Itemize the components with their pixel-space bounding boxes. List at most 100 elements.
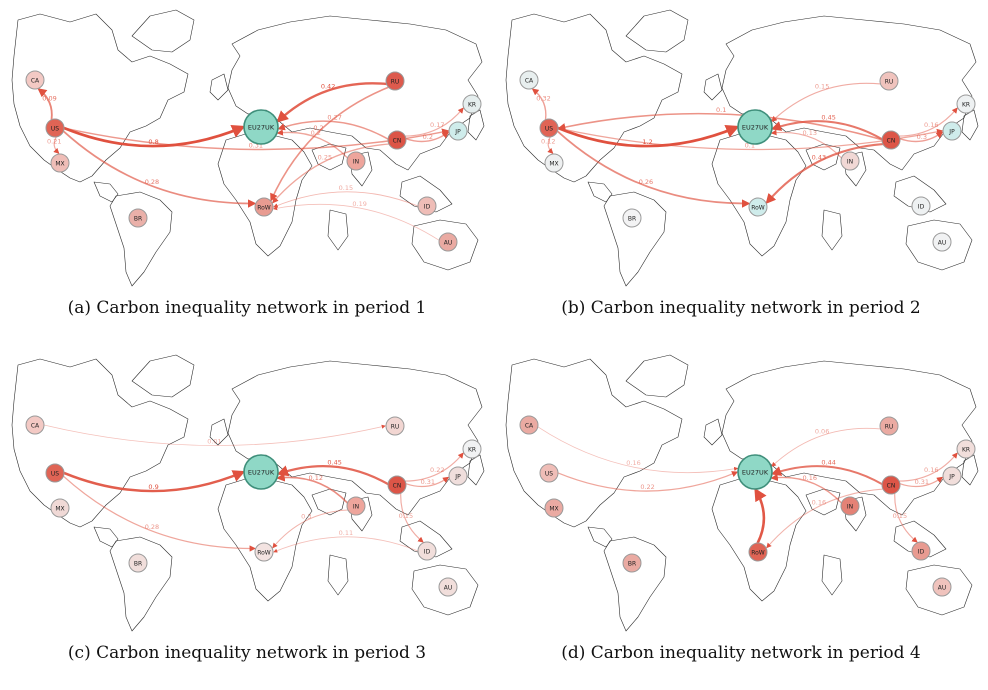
node-in: IN bbox=[840, 496, 860, 516]
edge-label: 0.31 bbox=[915, 478, 929, 486]
node-label: MX bbox=[55, 160, 64, 167]
edge-IN-EU27UK bbox=[770, 473, 843, 504]
coastline bbox=[109, 536, 173, 632]
coastline bbox=[411, 219, 479, 271]
edge-label: 0.2 bbox=[311, 129, 321, 137]
coastline bbox=[217, 476, 313, 602]
edge-label: 0.3 bbox=[301, 512, 311, 520]
edge-RU-RoW bbox=[270, 86, 389, 202]
node-ca: CA bbox=[25, 415, 45, 435]
coastline bbox=[961, 454, 979, 486]
node-ru: RU bbox=[385, 416, 405, 436]
edge-label: 0.15 bbox=[815, 82, 829, 90]
node-label: IN bbox=[847, 503, 853, 510]
node-row: RoW bbox=[254, 542, 274, 562]
coastline bbox=[905, 219, 973, 271]
node-label: BR bbox=[628, 560, 636, 567]
node-eu27uk: EU27UK bbox=[737, 454, 773, 490]
node-label: JP bbox=[454, 128, 461, 135]
edge-label: 0.13 bbox=[803, 129, 817, 137]
coastline bbox=[217, 131, 313, 257]
edge-label: 0.11 bbox=[339, 529, 353, 537]
node-label: JP bbox=[948, 473, 955, 480]
node-row: RoW bbox=[748, 197, 768, 217]
network-map: 0.90.280.450.120.310.220.150.30.010.11CA… bbox=[11, 354, 485, 632]
edge-CN-JP bbox=[405, 131, 450, 143]
node-label: US bbox=[545, 125, 553, 132]
node-label: RoW bbox=[257, 549, 271, 556]
edge-US-EU27UK bbox=[557, 125, 740, 148]
node-ru: RU bbox=[879, 71, 899, 91]
edge-label: 0.1 bbox=[716, 106, 726, 114]
node-label: BR bbox=[134, 560, 142, 567]
node-label: CA bbox=[31, 77, 40, 84]
coastline bbox=[961, 109, 979, 141]
edges: 0.44 0.16 0.22 0.31 0.16 0.15 0.16 0.06 0.16 bbox=[537, 426, 958, 549]
network-map: 0.44 0.16 0.22 0.31 0.16 0.15 0.16 0.06 0.16 CA US… bbox=[505, 354, 979, 632]
node-ca: CA bbox=[519, 70, 539, 90]
node-kr: KR bbox=[956, 94, 976, 114]
edge-AU-RoW bbox=[273, 203, 440, 241]
node-label: EU27UK bbox=[742, 468, 769, 476]
panel-a: 0.09 0.8 0.28 0.31 0.21 0.42 0.2 0.27 0.2 0.17 0.2… bbox=[0, 0, 494, 345]
node-in: IN bbox=[840, 151, 860, 171]
node-us: US bbox=[45, 463, 65, 483]
node-label: ID bbox=[424, 203, 431, 210]
node-row: RoW bbox=[748, 542, 768, 562]
edge-label: 0.16 bbox=[803, 474, 817, 482]
coastline bbox=[11, 358, 189, 528]
edge-CA-RU bbox=[43, 424, 386, 446]
panel-caption: (b) Carbon inequality network in period … bbox=[561, 298, 921, 318]
coastline bbox=[703, 418, 723, 446]
edge-CN-RoW bbox=[272, 143, 390, 204]
node-ru: RU bbox=[879, 416, 899, 436]
edge-IN-EU27UK bbox=[276, 473, 349, 504]
edge-RU-EU27UK bbox=[771, 427, 881, 467]
edges: 0.09 0.8 0.28 0.31 0.21 0.42 0.2 0.27 0.2 0.17 0.2… bbox=[37, 82, 464, 241]
network-map: 0.09 0.8 0.28 0.31 0.21 0.42 0.2 0.27 0.2 0.17 0.2… bbox=[11, 9, 485, 287]
node-jp: JP bbox=[448, 121, 468, 141]
node-mx: MX bbox=[544, 498, 564, 518]
panel-caption: (d) Carbon inequality network in period … bbox=[561, 643, 921, 663]
coastline bbox=[843, 151, 867, 187]
node-cn: CN bbox=[881, 475, 901, 495]
coastline bbox=[893, 520, 947, 558]
node-kr: KR bbox=[462, 94, 482, 114]
edge-label: 0.28 bbox=[145, 523, 159, 531]
edge-label: 0.06 bbox=[815, 427, 829, 435]
node-jp: JP bbox=[448, 466, 468, 486]
coastline bbox=[399, 520, 453, 558]
coastline bbox=[209, 73, 229, 101]
node-au: AU bbox=[932, 577, 952, 597]
edge-label: 0.25 bbox=[318, 153, 332, 161]
edge-label: 0.2 bbox=[313, 124, 323, 132]
edges: 0.9 0.28 0.45 0.12 0.31 0.22 0.15 0.3 0.01 0.11 bbox=[43, 424, 464, 553]
coastline bbox=[893, 175, 947, 213]
node-br: BR bbox=[128, 208, 148, 228]
edge-CN-KR bbox=[899, 107, 958, 137]
node-label: AU bbox=[444, 239, 453, 246]
edge-US-RoW bbox=[62, 130, 257, 208]
world-map-outline bbox=[11, 354, 485, 632]
panel-c: 0.9 0.28 0.45 0.12 0.31 0.22 0.15 0.3 0.01 0.11 CA… bbox=[0, 345, 494, 690]
coastline bbox=[821, 554, 843, 596]
node-jp: JP bbox=[942, 466, 962, 486]
coastline bbox=[505, 13, 683, 183]
node-label: AU bbox=[938, 239, 947, 246]
panel-caption: (a) Carbon inequality network in period … bbox=[67, 298, 427, 318]
edge-label: 0.16 bbox=[626, 459, 640, 467]
world-map-outline bbox=[505, 354, 979, 632]
node-au: AU bbox=[438, 577, 458, 597]
coastline bbox=[505, 358, 683, 528]
edge-label: 0.31 bbox=[421, 478, 435, 486]
nodes: CA US MX BR EU27UK RU KR JP IN CN RoW ID AU bbox=[25, 70, 482, 252]
edge-label: 0.22 bbox=[640, 483, 654, 491]
node-mx: MX bbox=[544, 153, 564, 173]
edge-label: 0.12 bbox=[541, 137, 555, 145]
node-row: RoW bbox=[254, 197, 274, 217]
node-label: KR bbox=[962, 446, 970, 453]
edge-label: 0.27 bbox=[327, 114, 341, 122]
node-br: BR bbox=[622, 208, 642, 228]
node-eu27uk: EU27UK bbox=[243, 109, 279, 145]
node-label: ID bbox=[918, 203, 925, 210]
